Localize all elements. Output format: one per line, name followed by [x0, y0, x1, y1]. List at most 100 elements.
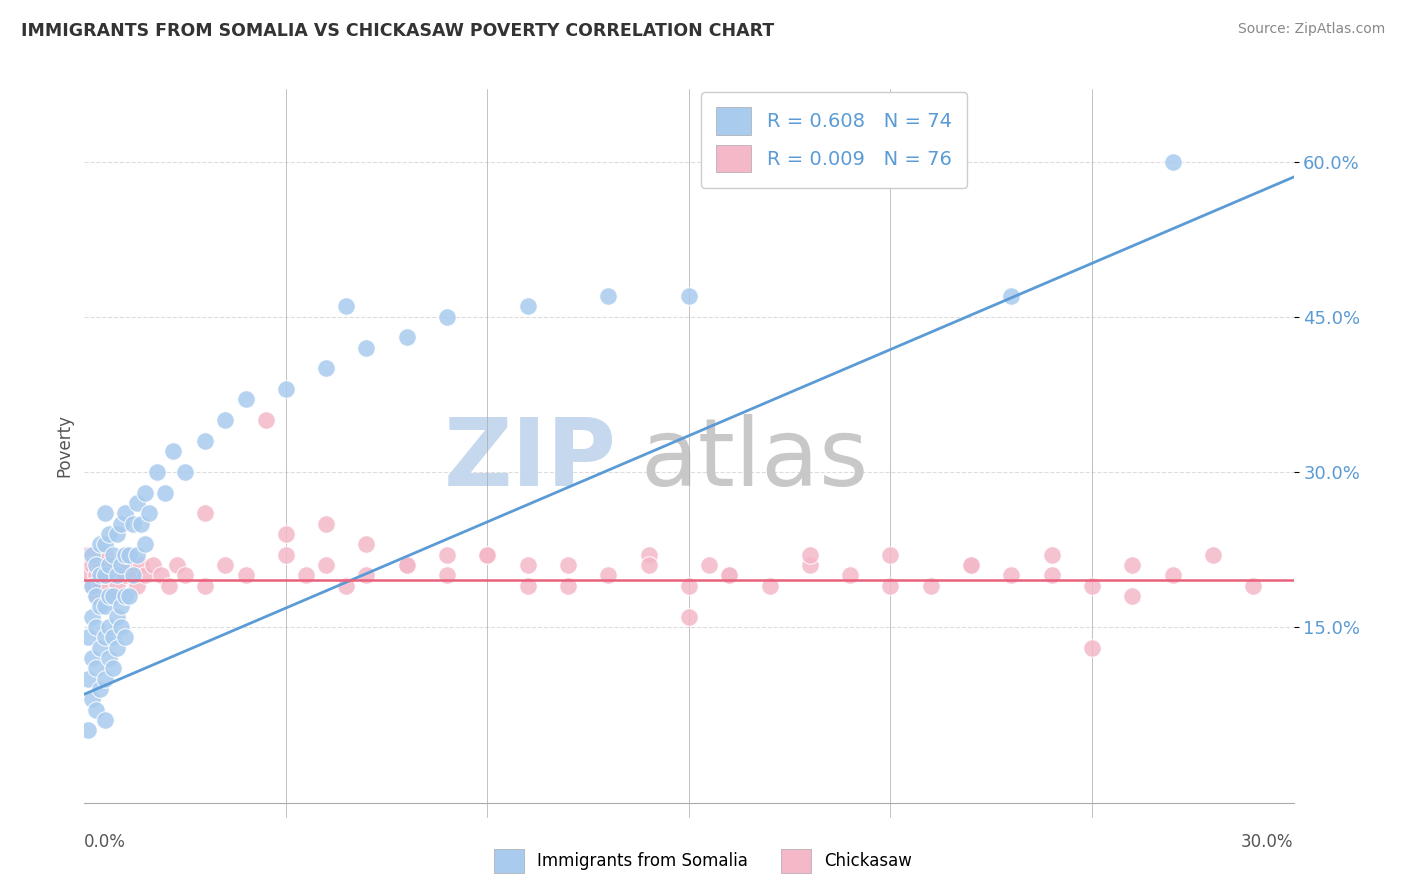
Point [214, 558, 236, 572]
Point [1000, 289, 1022, 303]
Point [274, 382, 297, 396]
Point [356, 537, 378, 551]
Point [89, 640, 111, 655]
Point [82, 548, 104, 562]
Point [77, 568, 100, 582]
Point [436, 548, 458, 562]
Point [89, 568, 111, 582]
Point [114, 548, 136, 562]
Point [149, 568, 172, 582]
Point [214, 413, 236, 427]
Point [105, 527, 128, 541]
Point [557, 558, 579, 572]
Point [194, 579, 217, 593]
Point [110, 558, 132, 572]
Point [93, 672, 115, 686]
Point [93, 537, 115, 551]
Point [235, 568, 257, 582]
Point [235, 392, 257, 407]
Point [395, 558, 418, 572]
Point [395, 330, 418, 344]
Point [1161, 154, 1184, 169]
Point [105, 568, 128, 582]
Point [105, 640, 128, 655]
Point [436, 568, 458, 582]
Point [1040, 568, 1063, 582]
Point [678, 609, 700, 624]
Point [77, 548, 100, 562]
Point [121, 516, 143, 531]
Point [110, 558, 132, 572]
Point [110, 599, 132, 614]
Point [110, 620, 132, 634]
Point [101, 661, 124, 675]
Point [82, 579, 104, 593]
Point [516, 299, 538, 313]
Point [114, 548, 136, 562]
Point [1081, 640, 1104, 655]
Point [114, 568, 136, 582]
Point [101, 568, 124, 582]
Point [516, 558, 538, 572]
Point [86, 620, 108, 634]
Point [162, 444, 184, 458]
Point [125, 579, 148, 593]
Point [82, 558, 104, 572]
Point [97, 558, 120, 572]
Point [718, 568, 741, 582]
Point [129, 558, 152, 572]
Point [93, 713, 115, 727]
Point [1202, 548, 1225, 562]
Point [118, 558, 141, 572]
Point [166, 558, 188, 572]
Point [93, 568, 115, 582]
Point [1121, 589, 1143, 603]
Point [142, 558, 165, 572]
Point [101, 630, 124, 644]
Point [678, 579, 700, 593]
Point [839, 568, 862, 582]
Point [77, 630, 100, 644]
Point [77, 723, 100, 738]
Point [110, 516, 132, 531]
Point [93, 630, 115, 644]
Point [153, 485, 176, 500]
Point [93, 548, 115, 562]
Point [799, 548, 821, 562]
Point [97, 651, 120, 665]
Text: atlas: atlas [641, 414, 869, 507]
Point [157, 579, 180, 593]
Point [799, 558, 821, 572]
Point [134, 568, 156, 582]
Point [315, 361, 337, 376]
Point [114, 506, 136, 520]
Point [335, 299, 357, 313]
Point [121, 568, 143, 582]
Point [93, 506, 115, 520]
Y-axis label: Poverty: Poverty [55, 415, 73, 477]
Point [758, 579, 780, 593]
Point [86, 589, 108, 603]
Point [125, 496, 148, 510]
Point [89, 579, 111, 593]
Point [598, 568, 620, 582]
Point [335, 579, 357, 593]
Point [678, 289, 700, 303]
Point [82, 579, 104, 593]
Point [356, 341, 378, 355]
Point [174, 465, 197, 479]
Point [134, 537, 156, 551]
Point [1040, 548, 1063, 562]
Legend: Immigrants from Somalia, Chickasaw: Immigrants from Somalia, Chickasaw [486, 842, 920, 880]
Point [82, 609, 104, 624]
Point [89, 681, 111, 696]
Point [89, 558, 111, 572]
Point [254, 413, 277, 427]
Point [82, 692, 104, 706]
Point [97, 527, 120, 541]
Point [697, 558, 720, 572]
Point [121, 568, 143, 582]
Point [146, 465, 169, 479]
Point [125, 548, 148, 562]
Point [718, 568, 741, 582]
